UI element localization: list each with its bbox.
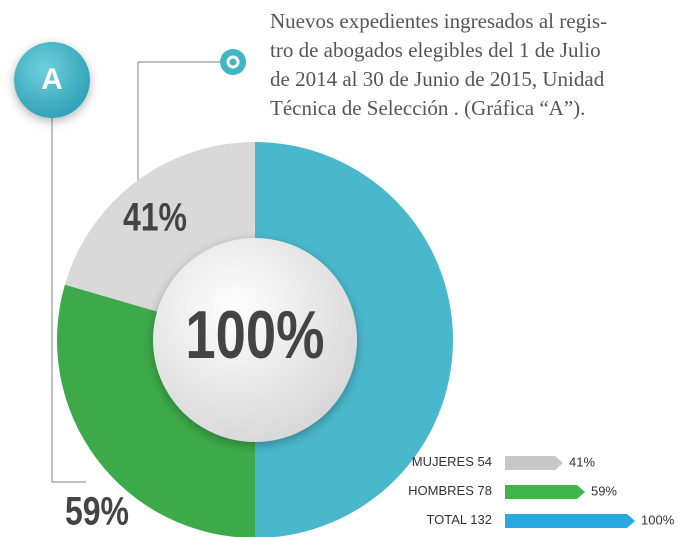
legend-count: 78 <box>478 483 492 498</box>
legend-value: 100% <box>641 512 675 527</box>
caption-line: Técnica de Selección . (Gráfica “A”). <box>270 96 585 120</box>
donut <box>57 142 453 537</box>
connectors <box>51 61 222 483</box>
segment <box>57 284 255 537</box>
legend-category: MUJERES <box>412 454 474 469</box>
icon <box>220 49 246 75</box>
legend-value: 41% <box>569 454 595 469</box>
legend-bar <box>505 485 585 499</box>
segment-label: 59% <box>65 488 129 533</box>
caption-line: de 2014 al 30 de Junio de 2015, Unidad <box>270 67 605 91</box>
connector <box>137 61 222 200</box>
legend-count: 132 <box>470 512 492 527</box>
segment-label: 41% <box>123 194 187 239</box>
caption: Nuevos expedientes ingresados al regis-t… <box>270 9 607 120</box>
caption-line: tro de abogados elegibles del 1 de Julio <box>270 38 601 62</box>
legend-label: TOTAL 132 <box>426 512 492 527</box>
icon <box>226 55 240 69</box>
legend-value: 59% <box>591 483 617 498</box>
badge <box>14 42 90 118</box>
badge-label: A <box>41 63 63 96</box>
legend-label: MUJERES 54 <box>412 454 492 469</box>
legend-bar <box>505 514 635 528</box>
legend-bar <box>505 456 564 470</box>
legend-category: HOMBRES <box>408 483 474 498</box>
legend: MUJERES 54 41% HOMBRES 78 59% TOTAL 132 100% <box>408 454 675 528</box>
legend-count: 54 <box>478 454 492 469</box>
legend-label: HOMBRES 78 <box>408 483 492 498</box>
connector <box>51 110 86 483</box>
caption-line: Nuevos expedientes ingresados al regis- <box>270 9 607 33</box>
inner-circle <box>153 238 357 442</box>
legend-category: TOTAL <box>426 512 466 527</box>
segment <box>64 142 255 313</box>
segment <box>255 142 453 537</box>
center-label: 100% <box>185 297 324 373</box>
